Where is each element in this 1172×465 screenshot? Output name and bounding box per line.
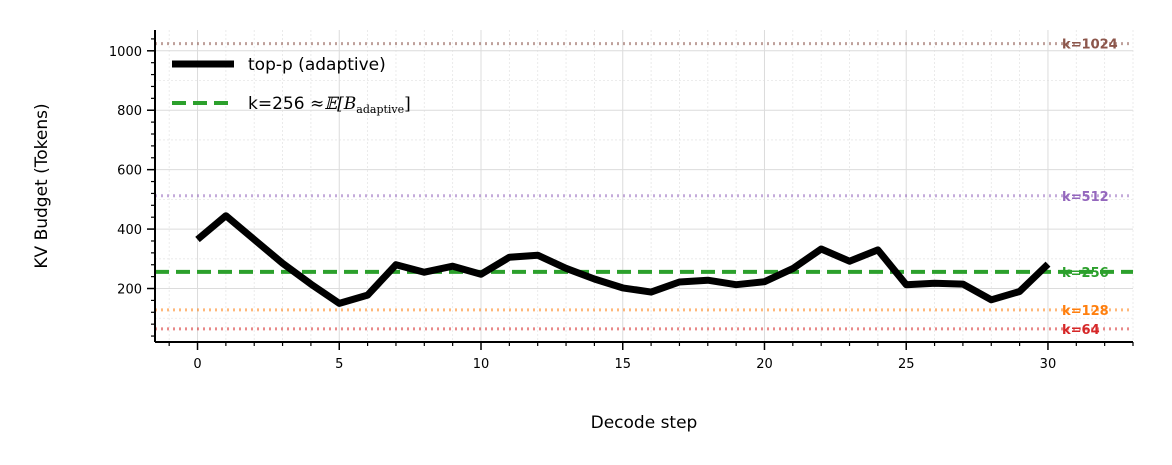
y-tick-label: 600 — [117, 164, 142, 179]
y-tick-label: 1000 — [109, 45, 142, 60]
reference-label-k-64: k=64 — [1062, 323, 1100, 338]
reference-labels: k=1024 k=512 k=256 k=128 k=64 — [1062, 38, 1118, 338]
y-tick-label: 800 — [117, 104, 142, 119]
legend-math: ≈𝔼[B — [310, 94, 356, 114]
legend-label-k256: k=256 ≈𝔼[Badaptive] — [248, 94, 411, 116]
ticks: 0 5 10 15 20 25 30 200 400 600 800 1000 — [109, 38, 1134, 372]
legend: top-p (adaptive) k=256 ≈𝔼[Badaptive] — [172, 55, 411, 116]
x-tick-label: 20 — [756, 357, 773, 372]
legend-math-close: ] — [404, 94, 411, 114]
y-tick-label: 400 — [117, 223, 142, 238]
series — [195, 212, 1051, 307]
x-tick-label: 25 — [898, 357, 915, 372]
x-axis-label: Decode step — [591, 413, 698, 433]
x-tick-label: 0 — [193, 357, 201, 372]
y-axis-label: KV Budget (Tokens) — [32, 103, 52, 268]
axes — [154, 30, 1133, 343]
legend-math-subscript: adaptive — [356, 103, 404, 116]
x-tick-label: 5 — [335, 357, 343, 372]
legend-label-top-p: top-p (adaptive) — [248, 55, 386, 75]
x-tick-label: 10 — [473, 357, 490, 372]
reference-label-k-1024: k=1024 — [1062, 38, 1118, 53]
x-tick-label: 30 — [1040, 357, 1057, 372]
x-tick-label: 15 — [614, 357, 631, 372]
reference-label-k-128: k=128 — [1062, 304, 1109, 319]
reference-label-k-256: k=256 — [1062, 266, 1109, 281]
reference-lines — [155, 42, 1133, 331]
reference-label-k-512: k=512 — [1062, 190, 1109, 205]
y-tick-label: 200 — [117, 283, 142, 298]
